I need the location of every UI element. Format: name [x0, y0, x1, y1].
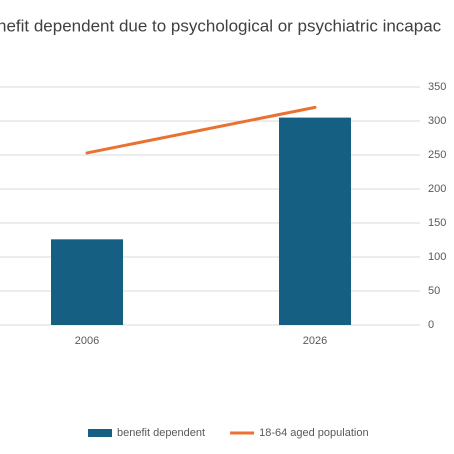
y-tick-label: 50	[428, 285, 440, 297]
line	[85, 105, 317, 155]
y-tick-label: 300	[428, 115, 446, 127]
legend-swatch	[88, 429, 112, 437]
bar	[51, 239, 123, 325]
y-tick-label: 200	[428, 183, 446, 195]
y-tick-label: 250	[428, 149, 446, 161]
x-tick-label: 2006	[75, 335, 99, 347]
chart-title: nefit dependent due to psychological or …	[0, 16, 442, 35]
y-tick-label: 0	[428, 319, 434, 331]
legend-label: 18-64 aged population	[259, 427, 368, 439]
bar	[279, 117, 351, 325]
y-tick-label: 150	[428, 217, 446, 229]
legend-label: benefit dependent	[117, 427, 205, 439]
y-tick-label: 100	[428, 251, 446, 263]
y-tick-label: 350	[428, 81, 446, 93]
x-tick-label: 2026	[303, 335, 327, 347]
